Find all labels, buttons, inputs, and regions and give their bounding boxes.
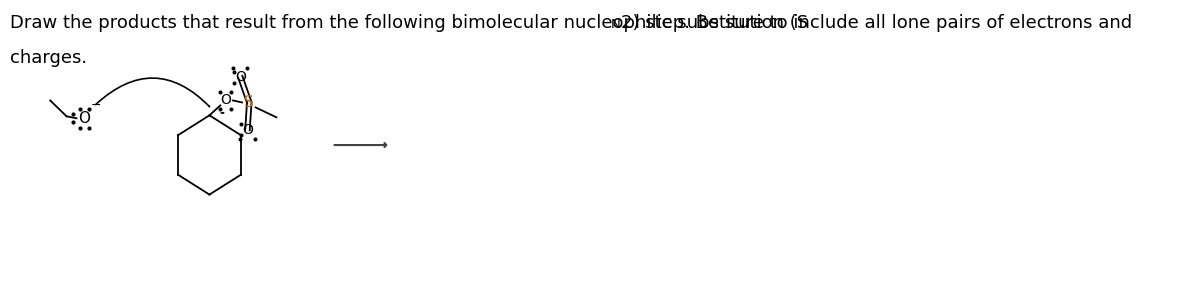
Text: O: O	[242, 123, 253, 137]
Text: N: N	[611, 18, 620, 31]
FancyArrowPatch shape	[96, 78, 210, 106]
Text: O: O	[221, 94, 232, 107]
Text: charges.: charges.	[11, 49, 88, 67]
Text: O: O	[79, 111, 91, 126]
Text: 2) step. Be sure to include all lone pairs of electrons and: 2) step. Be sure to include all lone pai…	[620, 14, 1132, 32]
Text: −: −	[91, 99, 102, 112]
Text: S: S	[245, 95, 254, 110]
Text: Draw the products that result from the following bimolecular nucleophilic substi: Draw the products that result from the f…	[11, 14, 809, 32]
Text: O: O	[235, 70, 246, 84]
